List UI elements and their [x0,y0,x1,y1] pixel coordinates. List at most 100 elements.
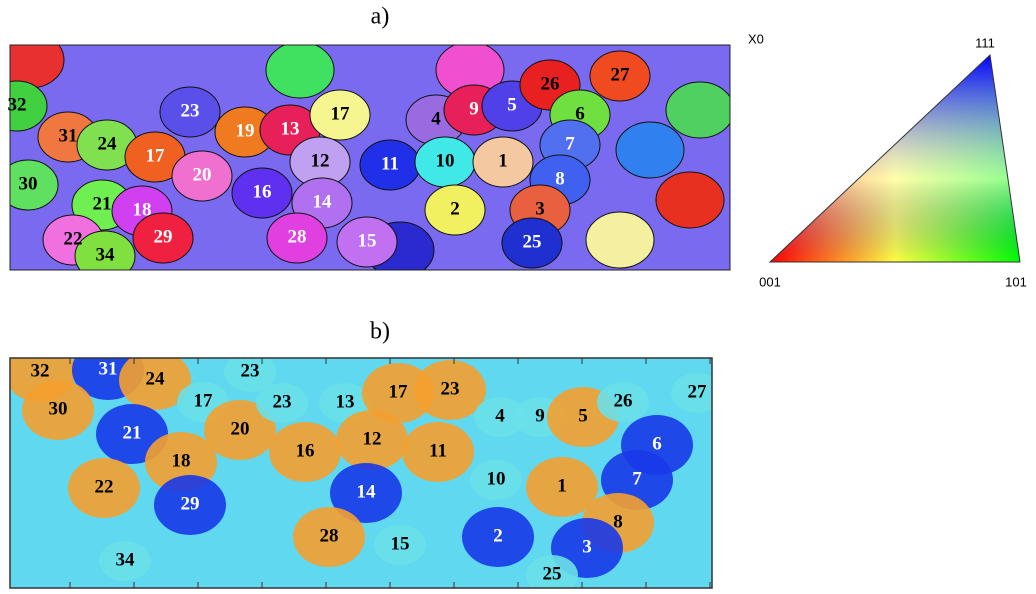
grain-label: 3 [582,536,592,557]
grain-label: 4 [431,108,441,129]
grain-label: 17 [331,103,351,124]
grain-label: 12 [311,150,330,171]
grain-label: 17 [146,145,166,166]
grain-label: 8 [555,168,565,189]
grain-label: 25 [543,563,562,584]
ipf-legend: X0 111 001 101 [748,31,1027,289]
map-frame [9,357,713,589]
grain [10,80,48,132]
grain-label: 2 [493,525,503,546]
grain-label: 27 [688,381,708,402]
grain-label: 18 [172,450,191,471]
corner-label: 001 [759,274,781,289]
grain-region [99,541,151,581]
grain-label: 5 [507,94,517,115]
grain-label: 32 [8,94,27,115]
grain-label: 26 [614,390,633,411]
grain-region [671,373,712,413]
ipf-triangle-overlay [770,55,1020,262]
grain-label: 20 [193,164,212,185]
grain-label: 1 [498,150,508,171]
corner-label: 111 [975,35,995,50]
grain-label: 6 [575,103,585,124]
grain-label: 16 [253,181,272,202]
panel-label: b) [370,319,390,345]
grain-region [414,360,486,420]
grain [472,136,534,188]
grain-label: 11 [381,153,399,174]
grain-region [374,525,426,565]
grain-label: 7 [565,133,575,154]
grain-region [154,475,226,535]
grain-label: 13 [336,391,355,412]
legend-title: X0 [748,31,764,46]
grain-region [597,382,649,422]
grain-label: 4 [495,405,505,426]
grain [665,81,730,139]
ipf-outline [768,53,1021,263]
grain [501,217,563,269]
grain-label: 19 [236,120,255,141]
grain [589,50,651,102]
grain-label: 9 [469,98,479,119]
grain-region [336,410,408,470]
grain-region [269,422,341,482]
grain-region [224,358,276,392]
grain-label: 16 [296,440,315,461]
grain-label: 29 [181,493,200,514]
grain-region [474,397,526,437]
corner-label: 101 [1005,274,1027,289]
grain-label: 28 [288,226,307,247]
grain-label: 21 [123,422,142,443]
grain-label: 5 [578,405,588,426]
grain-region [293,507,365,567]
grain [159,86,221,138]
grain-label: 15 [391,533,410,554]
grain-label: 9 [535,405,545,426]
grain [615,121,685,179]
grain-label: 15 [358,230,377,251]
grain-label: 23 [273,391,292,412]
grain [336,216,398,268]
grain-region [68,458,140,518]
grain-label: 12 [363,428,382,449]
grain-label: 13 [281,118,300,139]
grain-label: 31 [59,125,78,146]
grain-label: 22 [95,476,114,497]
grain-label: 32 [31,360,50,381]
grain [132,212,194,264]
grain [74,230,136,270]
grain-label: 10 [487,468,506,489]
grain-label: 1 [557,475,567,496]
grain-label: 18 [133,199,152,220]
grain-region [22,380,94,440]
grain-label: 31 [99,358,118,379]
grain-label: 3 [535,198,545,219]
grain [10,159,59,211]
grain-label: 24 [98,133,118,154]
grain-label: 26 [541,73,560,94]
grain-region [462,507,534,567]
grain [231,167,293,219]
grain-label: 27 [611,64,631,85]
grain-label: 23 [181,100,200,121]
grain-label: 25 [523,231,542,252]
grain-label: 6 [652,433,662,454]
grain-label: 20 [231,418,250,439]
grain-label: 14 [313,191,333,212]
stress-map [10,358,712,588]
grain-label: 22 [64,228,83,249]
grain-label: 34 [116,549,136,570]
grain-label: 17 [389,381,409,402]
grain [424,184,486,236]
grain [585,211,655,269]
grain-region [119,358,191,410]
map-frame [9,44,731,271]
grain-label: 28 [320,525,339,546]
grain-label: 34 [96,244,116,265]
grain [265,45,335,99]
grain-region [526,457,598,517]
grain-label: 17 [194,390,214,411]
grain-label: 11 [429,440,447,461]
